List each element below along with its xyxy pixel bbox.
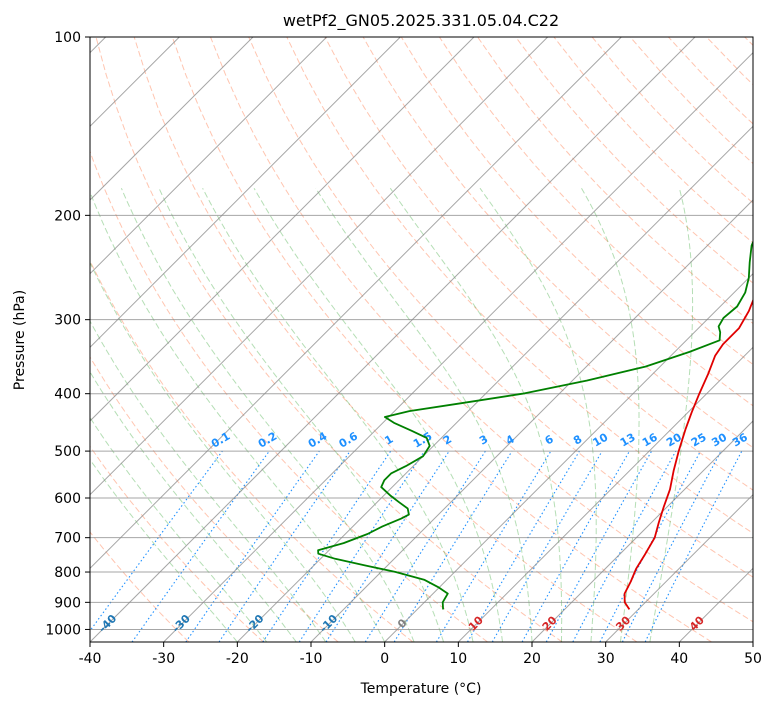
moist-adiabat-line (389, 187, 563, 642)
y-tick-label: 600 (54, 491, 81, 507)
x-tick-label: 50 (744, 651, 762, 667)
axes: -40 -30 -20 -10 0 10 20 30 40 50 1000 900 800 700 600 5… (45, 30, 762, 667)
y-tick-label: 500 (54, 444, 81, 460)
mixing-ratio-line (393, 450, 513, 642)
isotherm-line (90, 37, 549, 496)
background-lines (90, 37, 753, 642)
dry-adiabat-line (248, 37, 753, 578)
x-tick-label: 0 (380, 651, 389, 667)
x-tick-label: -10 (300, 651, 323, 667)
moist-adiabat-line (649, 188, 694, 642)
y-tick-label: 200 (54, 208, 81, 224)
isotherm-line (90, 37, 328, 275)
isotherm-line (236, 125, 753, 642)
moist-adiabat-line (202, 187, 474, 642)
x-tick-label: 30 (597, 651, 615, 667)
isotherm-line (90, 37, 401, 349)
pressure-grid (90, 37, 753, 630)
dry-adiabat-line (133, 37, 638, 642)
isotherm-line (457, 346, 753, 642)
isotherm-line (90, 37, 696, 642)
dry-adiabat-line (171, 37, 712, 642)
moist-adiabat-line (90, 190, 386, 642)
plot-frame (89, 36, 754, 643)
dry-adiabat-line (90, 531, 190, 642)
plot-background (90, 37, 753, 642)
moist-adiabat-line (90, 370, 297, 642)
isotherm-line (531, 420, 753, 642)
isotherm-line (90, 37, 475, 422)
x-axis-label: Temperature (°C) (360, 681, 482, 697)
dry-adiabat-line (90, 150, 488, 642)
x-tick-label: 40 (670, 651, 688, 667)
dry-adiabat-line (515, 37, 753, 284)
isotherm-line (90, 37, 622, 570)
mixing-ratio-line (325, 450, 450, 642)
y-tick-label: 700 (54, 531, 81, 547)
mixing-ratio-line (521, 450, 630, 642)
x-tick-label: -40 (79, 651, 102, 667)
mixing-ratio-line (90, 450, 223, 632)
x-tick-label: 10 (449, 651, 467, 667)
dry-adiabat-line (95, 37, 563, 642)
isotherm-line (605, 493, 753, 642)
y-tick-label: 1000 (45, 622, 81, 638)
mixing-ratio-line (218, 450, 351, 642)
mixing-ratio-line (131, 450, 270, 642)
x-tick-label: 20 (523, 651, 541, 667)
mixing-ratio-line (572, 450, 677, 642)
isotherm-line (90, 37, 254, 201)
profile-lines (317, 239, 753, 610)
isotherm-line (310, 199, 753, 642)
dry-adiabat-line (210, 37, 753, 623)
y-tick-label: 100 (54, 30, 81, 46)
mixing-ratio-line (262, 450, 392, 642)
dry-adiabat-line (400, 37, 753, 407)
y-tick-label: 400 (54, 387, 81, 403)
y-tick-label: 800 (54, 565, 81, 581)
x-tick-label: -30 (152, 651, 175, 667)
mixing-ratio-line (545, 450, 653, 642)
y-tick-label: 300 (54, 313, 81, 329)
x-tick-label: -20 (226, 651, 249, 667)
dewpoint-profile-line (317, 239, 753, 610)
chart-title: wetPf2_GN05.2025.331.05.04.C22 (283, 11, 559, 31)
mixing-ratio-line (185, 450, 320, 642)
mixing-ratio-line (298, 450, 425, 642)
moist-adiabat-line (90, 320, 327, 642)
y-axis-label: Pressure (hPa) (12, 290, 28, 390)
moist-adiabat-line (90, 416, 268, 642)
dry-adiabat-line (90, 356, 339, 642)
isotherm-line (163, 51, 753, 642)
temperature-profile-line (623, 298, 753, 610)
moist-adiabat-line (90, 261, 356, 642)
dry-adiabat-line (438, 37, 753, 366)
mixing-ratio-line (644, 450, 743, 642)
moist-adiabat-line (315, 187, 533, 642)
y-tick-label: 900 (54, 595, 81, 611)
moist-adiabat-line (90, 458, 238, 642)
isotherm-line (384, 272, 753, 642)
dry-adiabat-line (90, 445, 264, 642)
